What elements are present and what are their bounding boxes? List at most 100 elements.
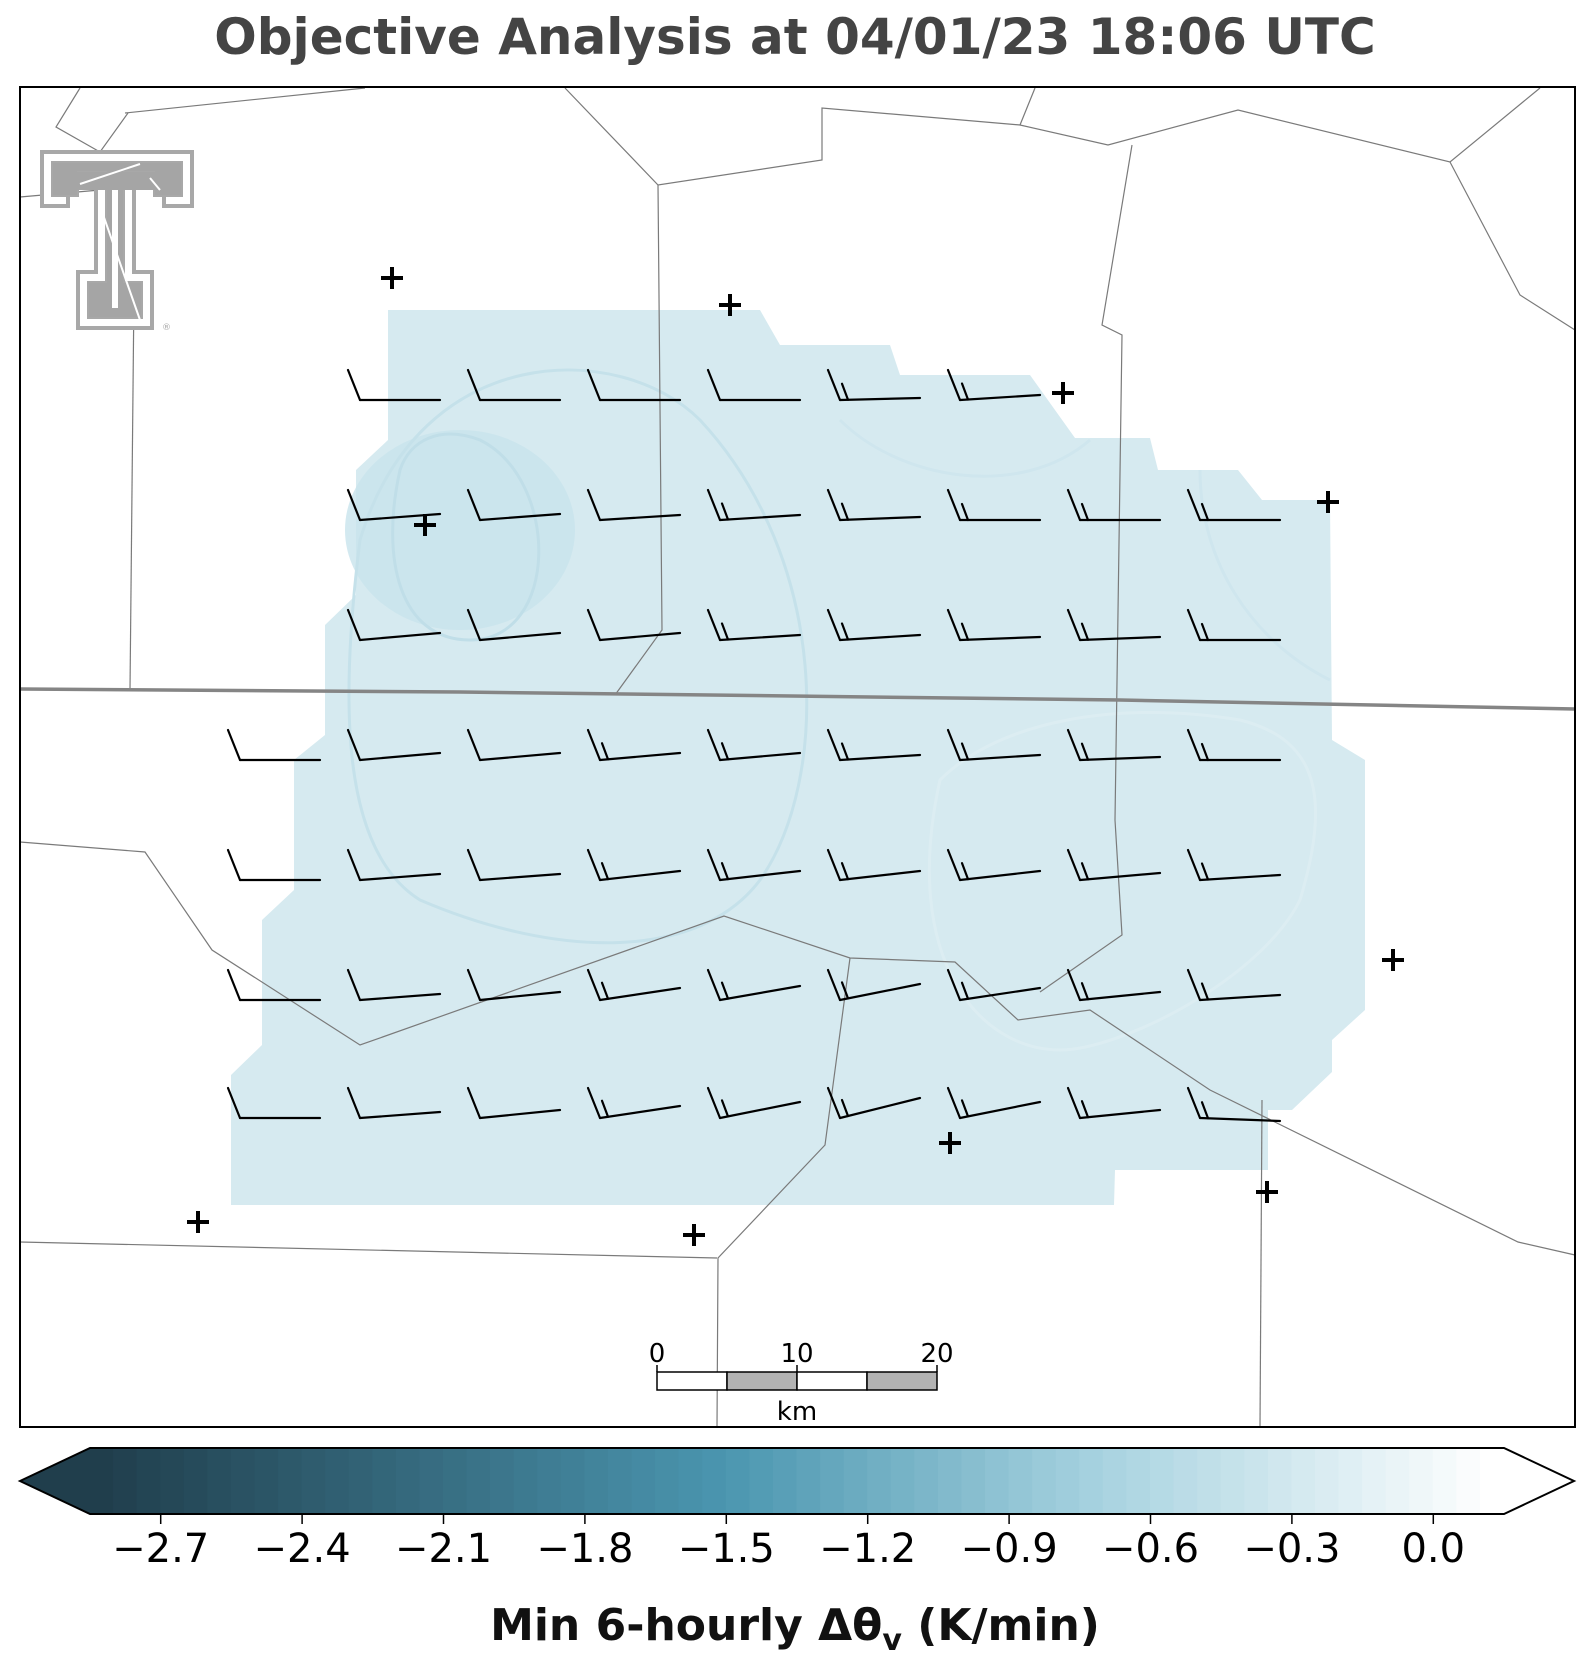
- colorbar-band: [1055, 1448, 1081, 1514]
- colorbar-bands: [20, 1448, 1574, 1514]
- colorbar-band: [160, 1448, 185, 1514]
- station-marker: [683, 1224, 705, 1246]
- field-contour: [347, 368, 809, 945]
- colorbar-band: [678, 1448, 704, 1514]
- station-marker: [1382, 949, 1404, 971]
- station-marker: [939, 1132, 961, 1154]
- wind-barb: [946, 368, 1042, 402]
- colorbar-band: [89, 1448, 115, 1514]
- county-boundary: [1039, 144, 1133, 993]
- wind-barb: [586, 1086, 682, 1120]
- wind-barb: [586, 848, 682, 882]
- wind-barb: [466, 488, 562, 522]
- colorbar-band: [772, 1448, 798, 1514]
- colorbar-tick-label: −2.7: [112, 1526, 209, 1572]
- county-boundary: [614, 184, 663, 696]
- colorbar-band: [513, 1448, 539, 1514]
- colorbar-tick-label: −0.9: [961, 1526, 1058, 1572]
- station-marker: [719, 294, 741, 316]
- scale-bar: 0 10 20 km: [649, 1339, 954, 1427]
- colorbar-band: [725, 1448, 751, 1514]
- wind-barb: [346, 608, 442, 642]
- colorbar-band: [1385, 1448, 1411, 1514]
- wind-barb: [586, 608, 682, 642]
- station-marker: [187, 1211, 209, 1233]
- wind-barb: [706, 488, 802, 522]
- colorbar-tick-label: −1.8: [536, 1526, 633, 1572]
- colorbar-band: [1244, 1448, 1269, 1514]
- wind-barb: [1186, 968, 1282, 1002]
- colorbar-extend-low: [20, 1448, 92, 1514]
- wind-barb: [1186, 1086, 1282, 1123]
- colorbar-band: [419, 1448, 444, 1514]
- colorbar-band: [183, 1448, 209, 1514]
- wind-barb: [1066, 728, 1162, 762]
- colorbar-band: [136, 1448, 162, 1514]
- colorbar-band: [278, 1448, 303, 1514]
- colorbar-tick-label: −1.2: [819, 1526, 916, 1572]
- wind-barbs: [226, 368, 1282, 1123]
- wind-barb: [346, 848, 442, 882]
- colorbar-label: Min 6-hourly Δθv (K/min): [490, 1600, 1100, 1658]
- svg-text:®: ®: [162, 323, 171, 333]
- wind-barb: [706, 1086, 802, 1120]
- colorbar-band: [914, 1448, 939, 1514]
- colorbar-band: [985, 1448, 1010, 1514]
- colorbar-band: [961, 1448, 987, 1514]
- map-frame: [19, 86, 1576, 1428]
- colorbar-band: [1432, 1448, 1458, 1514]
- wind-barb: [826, 1086, 922, 1120]
- map-title: Objective Analysis at 04/01/23 18:06 UTC: [214, 8, 1376, 66]
- wind-barb: [826, 488, 922, 522]
- wind-barb: [706, 608, 802, 642]
- colorbar-band: [796, 1448, 822, 1514]
- wind-barb: [1186, 488, 1282, 522]
- wind-barb: [586, 488, 682, 522]
- colorbar-band: [1456, 1448, 1481, 1514]
- colorbar-band: [537, 1448, 562, 1514]
- colorbar-band: [301, 1448, 327, 1514]
- field-contour: [838, 418, 1091, 478]
- scale-label-10: 10: [780, 1339, 813, 1369]
- colorbar-band: [372, 1448, 397, 1514]
- wind-barb: [586, 368, 682, 402]
- county-lines: [19, 87, 1576, 1428]
- wind-barb: [226, 728, 322, 762]
- county-boundary: [19, 1241, 718, 1259]
- colorbar-band: [325, 1448, 350, 1514]
- colorbar-band: [890, 1448, 916, 1514]
- colorbar-band: [1008, 1448, 1034, 1514]
- wind-barb: [706, 368, 802, 402]
- colorbar-band: [1079, 1448, 1104, 1514]
- wind-barb: [946, 968, 1042, 1002]
- colorbar-tick-label: −0.6: [1102, 1526, 1199, 1572]
- wind-barb: [226, 1086, 322, 1120]
- colorbar-band: [702, 1448, 727, 1514]
- state-boundary-line: [19, 687, 1576, 711]
- colorbar-band: [1220, 1448, 1246, 1514]
- colorbar-band: [1362, 1448, 1387, 1514]
- colorbar-band: [254, 1448, 280, 1514]
- wind-barb: [826, 968, 922, 1002]
- station-marker: [1317, 491, 1339, 513]
- colorbar-band: [1338, 1448, 1364, 1514]
- colorbar-band: [560, 1448, 586, 1514]
- wind-barb: [466, 848, 562, 882]
- field-contour: [391, 432, 541, 642]
- wind-barb: [466, 368, 562, 402]
- county-boundary: [124, 87, 366, 114]
- wind-barb: [226, 968, 322, 1002]
- colorbar-band: [466, 1448, 492, 1514]
- colorbar-band: [631, 1448, 657, 1514]
- colorbar-band: [1032, 1448, 1057, 1514]
- colorbar-tick-label: −2.4: [254, 1526, 351, 1572]
- colorbar-band: [584, 1448, 609, 1514]
- colorbar-extend-high: [1502, 1448, 1574, 1514]
- wind-barb: [1066, 968, 1162, 1002]
- wind-barb: [706, 968, 802, 1002]
- station-marker: [1052, 382, 1074, 404]
- colorbar-band: [348, 1448, 374, 1514]
- station-markers: [187, 267, 1404, 1246]
- wind-barb: [1066, 848, 1162, 882]
- colorbar-band: [443, 1448, 468, 1514]
